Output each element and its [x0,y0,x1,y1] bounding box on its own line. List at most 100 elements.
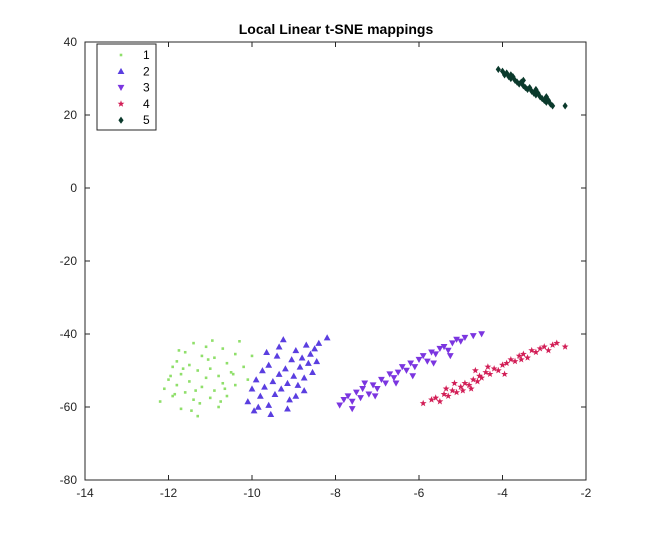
data-point [177,349,181,352]
legend-label: 5 [143,113,150,127]
data-point [537,93,543,101]
data-point [539,94,545,103]
data-point [474,377,481,385]
data-point [432,394,440,401]
data-point [279,336,287,343]
data-point [524,354,531,361]
data-point [415,356,423,363]
plot-area [84,41,587,481]
data-point [196,369,200,372]
y-tick-label: -20 [60,254,78,268]
data-point [518,78,524,86]
y-tick-label: -40 [60,327,78,341]
data-point [562,102,568,110]
data-point [390,375,398,382]
data-point [484,363,492,370]
data-point [469,376,477,383]
data-point [200,385,204,389]
data-point [517,355,525,363]
data-point [378,376,385,384]
data-point [188,363,191,367]
data-point [309,368,316,376]
data-point [307,350,314,357]
data-point [181,367,185,370]
data-point [275,343,283,350]
data-point [461,334,469,342]
data-point [179,407,183,411]
data-point [311,345,319,352]
data-point [256,392,264,399]
legend-label: 3 [143,81,150,95]
data-point [449,340,456,347]
legend-item-5: 5 [118,113,150,127]
data-point [501,71,508,79]
data-point [451,379,458,387]
data-point [522,84,529,92]
data-point [520,76,526,84]
data-point [453,388,460,396]
data-point [248,385,256,392]
data-point [394,369,402,376]
data-point [503,359,511,367]
legend: 1 2 3 4 5 [96,43,157,131]
data-point [529,87,535,95]
data-point [533,85,539,94]
data-point [204,376,208,380]
data-point [361,380,369,387]
data-point [478,374,486,381]
data-point [183,350,187,354]
data-point [357,395,364,402]
legend-marker [118,116,124,124]
data-point [300,387,308,394]
data-point [428,396,435,403]
data-point [163,387,166,391]
data-point [323,334,331,341]
data-point [244,398,252,405]
data-point [508,74,514,83]
legend-item-1: 1 [119,48,150,62]
data-point [465,381,473,389]
data-point [348,406,356,413]
legend-box [96,43,157,131]
x-tick-label: -6 [414,486,425,500]
data-point [373,386,381,393]
data-point [252,376,260,383]
data-point [313,357,321,365]
data-point [501,370,509,378]
data-point [495,65,501,73]
data-point [371,393,379,400]
data-point [254,403,262,410]
legend-marker [117,67,125,75]
y-tick-label: 0 [70,181,77,195]
data-point [419,399,427,407]
data-point [206,358,210,361]
data-point [461,379,469,387]
data-point [217,374,220,378]
data-point [275,370,283,377]
data-point [225,394,229,398]
data-point [173,392,177,396]
data-point [219,400,222,403]
data-point [217,405,220,409]
series-4 [419,339,569,407]
legend-marker [119,53,123,57]
x-tick-label: -2 [581,486,592,500]
data-point [265,401,273,408]
data-point [269,378,277,385]
data-point [515,352,523,359]
data-point [302,341,310,348]
data-point [486,370,494,378]
data-point [494,366,502,374]
data-point [543,93,549,101]
data-point [273,352,281,359]
data-point [540,343,548,350]
data-point [238,340,241,343]
data-point [561,343,569,350]
legend-item-3: 3 [117,81,150,95]
data-point [467,385,475,392]
data-point [192,341,195,345]
y-tick-label: 40 [64,35,78,49]
data-point [536,345,544,352]
data-point [344,393,352,400]
data-point [198,402,202,405]
